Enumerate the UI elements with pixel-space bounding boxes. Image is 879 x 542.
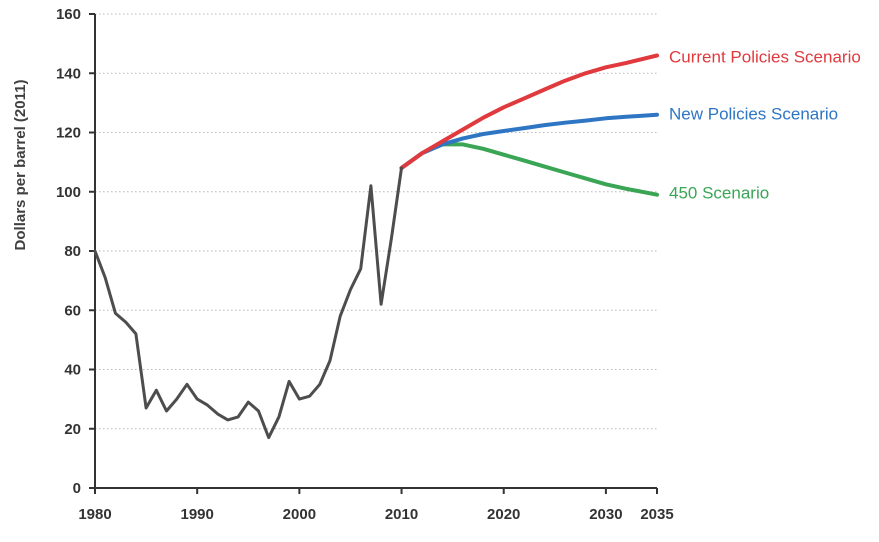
x-tick-label-1990: 1990 (180, 506, 213, 523)
y-tick-label-60: 60 (64, 302, 81, 319)
y-tick-label-140: 140 (56, 65, 81, 82)
series-line-historical (93, 166, 403, 440)
series-label-new: New Policies Scenario (669, 105, 838, 124)
series-labels: Current Policies Scenario New Policies Sc… (669, 47, 861, 202)
axes: 0 20 40 60 80 100 120 140 160 1980 1990 2000 2010 202… (56, 6, 674, 523)
x-tick-label-2000: 2000 (283, 506, 316, 523)
x-tick-label-2020: 2020 (487, 506, 520, 523)
x-tick-label-2030: 2030 (589, 506, 622, 523)
series-lines (93, 53, 659, 440)
y-tick-label-120: 120 (56, 125, 81, 142)
series-label-current: Current Policies Scenario (669, 47, 861, 66)
series-label-s450: 450 Scenario (669, 184, 769, 203)
y-tick-label-0: 0 (73, 480, 81, 497)
y-tick-label-100: 100 (56, 184, 81, 201)
x-tick-label-2010: 2010 (385, 506, 418, 523)
y-tick-label-20: 20 (64, 421, 81, 438)
x-tick-label-1980: 1980 (78, 506, 111, 523)
x-tick-label-2035: 2035 (640, 506, 673, 523)
y-axis-label: Dollars per barrel (2011) (12, 80, 29, 251)
y-tick-label-40: 40 (64, 362, 81, 379)
series-line-current (399, 53, 659, 170)
series-line-new (399, 112, 659, 170)
y-tick-label-160: 160 (56, 6, 81, 23)
y-tick-label-80: 80 (64, 243, 81, 260)
series-line-s450 (399, 142, 659, 197)
